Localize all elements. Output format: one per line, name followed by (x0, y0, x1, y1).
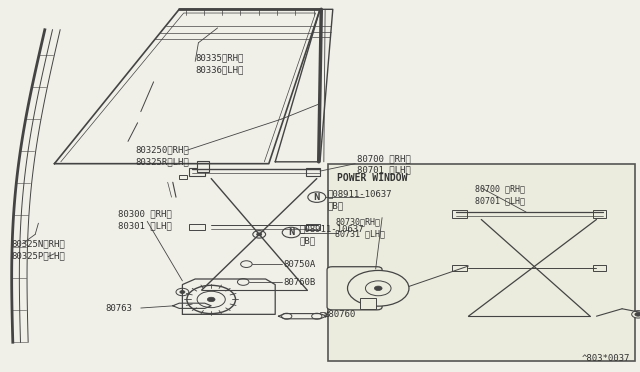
FancyBboxPatch shape (593, 265, 606, 271)
FancyBboxPatch shape (306, 168, 320, 176)
Circle shape (365, 281, 391, 296)
Circle shape (257, 233, 262, 236)
FancyBboxPatch shape (189, 168, 205, 176)
FancyBboxPatch shape (452, 210, 467, 218)
Circle shape (253, 231, 266, 238)
Circle shape (348, 270, 409, 306)
Circle shape (180, 291, 185, 294)
Text: N: N (288, 228, 294, 237)
Circle shape (176, 288, 189, 296)
FancyBboxPatch shape (360, 298, 376, 309)
Circle shape (282, 313, 292, 319)
FancyBboxPatch shape (452, 265, 467, 271)
FancyBboxPatch shape (189, 224, 205, 230)
Text: ^803*0037: ^803*0037 (582, 354, 630, 363)
Text: 80335〈RH〉
80336〈LH〉: 80335〈RH〉 80336〈LH〉 (195, 54, 244, 74)
Text: ≴80760: ≴80760 (323, 309, 355, 318)
Text: ⓝ08911-10637
〈B〉: ⓝ08911-10637 〈B〉 (328, 190, 392, 211)
Circle shape (197, 291, 225, 308)
Circle shape (312, 313, 322, 319)
Circle shape (632, 311, 640, 318)
Text: 80700 〈RH〉
80701 〈LH〉: 80700 〈RH〉 80701 〈LH〉 (475, 184, 525, 205)
Text: 80325N〈RH〉
80325P〈LH〉: 80325N〈RH〉 80325P〈LH〉 (12, 240, 65, 260)
Text: 80763: 80763 (106, 304, 132, 313)
FancyBboxPatch shape (197, 161, 209, 172)
Text: 803250〈RH〉
80325R〈LH〉: 803250〈RH〉 80325R〈LH〉 (136, 145, 189, 166)
Text: 80750A: 80750A (283, 260, 315, 269)
Circle shape (282, 227, 300, 238)
Text: 80700 〈RH〉
80701 〈LH〉: 80700 〈RH〉 80701 〈LH〉 (357, 154, 411, 175)
FancyBboxPatch shape (179, 175, 187, 179)
Circle shape (308, 192, 326, 202)
Circle shape (374, 286, 382, 291)
Text: 80730〈RH〉
80731 〈LH〉: 80730〈RH〉 80731 〈LH〉 (335, 218, 385, 238)
Circle shape (241, 261, 252, 267)
Text: N: N (314, 193, 320, 202)
Circle shape (237, 279, 249, 285)
FancyBboxPatch shape (327, 267, 382, 310)
Text: POWER WINDOW: POWER WINDOW (337, 173, 408, 183)
FancyBboxPatch shape (593, 210, 606, 218)
Circle shape (187, 285, 236, 314)
Circle shape (207, 297, 215, 302)
Circle shape (635, 312, 640, 316)
Text: 80300 〈RH〉
80301 〈LH〉: 80300 〈RH〉 80301 〈LH〉 (118, 210, 172, 231)
Text: 80760B: 80760B (283, 278, 315, 287)
Text: ⓝ08911-10637
〈B〉: ⓝ08911-10637 〈B〉 (300, 225, 364, 246)
FancyBboxPatch shape (306, 224, 320, 230)
Bar (328, 164, 635, 361)
